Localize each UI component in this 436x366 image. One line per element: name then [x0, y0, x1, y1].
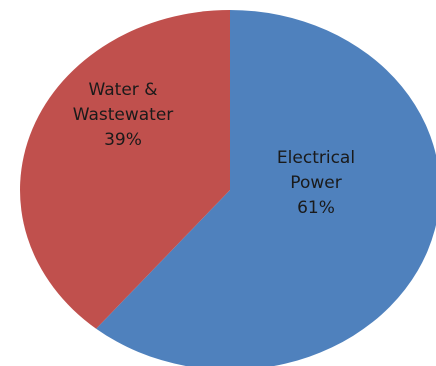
pie-slice-0: [96, 10, 436, 366]
pie-labels: Electrical Power 61% Water & Wastewater 39%: [73, 80, 355, 218]
pie-slice-label-0: Electrical Power 61%: [277, 148, 355, 218]
pie-slice-label-1: Water & Wastewater 39%: [73, 80, 174, 150]
pie-slices: [20, 10, 436, 366]
pie-slice-1: [20, 10, 230, 329]
